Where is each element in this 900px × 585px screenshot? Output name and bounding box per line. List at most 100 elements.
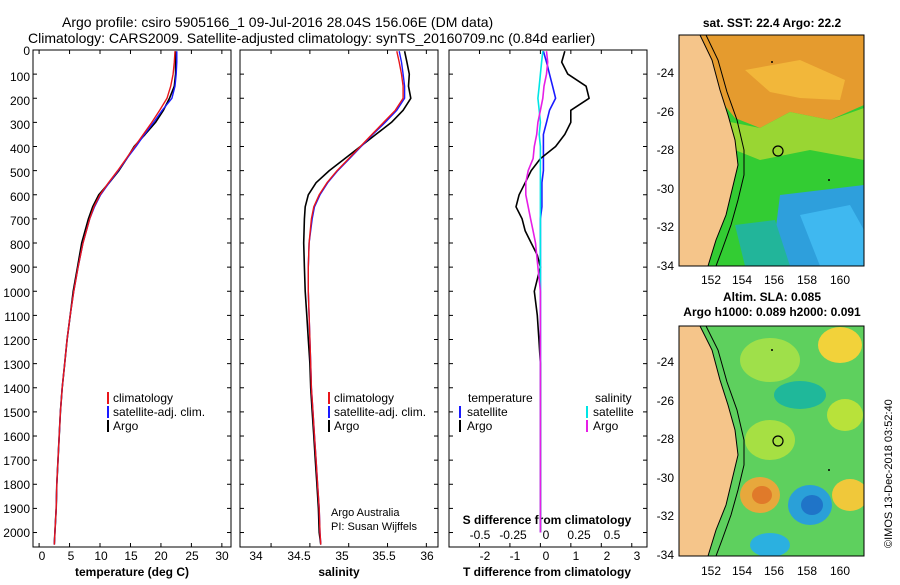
x-tick-label: 0 [39,549,46,563]
x-tick-label: 25 [185,549,199,563]
depth-tick-label: 700 [10,214,30,228]
lon-tick-label: 158 [797,273,817,287]
legend-label: Argo [113,419,139,433]
sla-lon-ticks: 152 154 156 158 160 [701,564,850,578]
x-tick-label: 30 [215,549,229,563]
depth-tick-label: 400 [10,142,30,156]
legend-swatch-climatology [328,392,330,404]
lat-tick-label: -28 [657,143,675,157]
sst-cool-patch [800,205,864,266]
header-line-2: Climatology: CARS2009. Satellite-adjuste… [28,30,595,46]
sst-cool-patch [735,220,790,266]
depth-tick-label: 1200 [3,334,30,348]
island-marker [771,61,773,63]
depth-tick-label: 1400 [3,382,30,396]
legend-label: satellite [467,405,508,419]
lon-tick-label: 160 [830,564,850,578]
lat-tick-label: -28 [657,432,675,446]
imos-stamp: ©IMOS 13-Dec-2018 03:52:40 [883,399,895,548]
s-tick-label: 0 [543,528,550,542]
legend-label: satellite-adj. clim. [334,405,426,419]
argo-location-marker [772,435,784,447]
tick-marks [33,49,647,547]
difference-x-label: T difference from climatology [463,565,631,579]
difference-x-ticks: -2 -1 0 1 2 3 [480,549,641,563]
x-tick-label: 5 [68,549,75,563]
depth-tick-label: 500 [10,166,30,180]
lon-tick-label: 154 [732,273,752,287]
legend-label: climatology [334,391,394,405]
depth-tick-label: 200 [10,94,30,108]
sla-anomaly [750,533,790,556]
sst-shelf-contour [705,35,745,266]
depth-tick-label: 1700 [3,454,30,468]
sla-lat-ticks: -24 -26 -28 -30 -32 -34 [657,355,675,562]
argo-location-marker [772,145,784,157]
difference-series [515,50,590,533]
depth-tick-label: 2000 [3,526,30,540]
lon-tick-label: 156 [764,273,784,287]
x-tick-label: 34 [249,549,263,563]
lat-tick-label: -24 [657,355,675,369]
depth-tick-label: 800 [10,238,30,252]
x-tick-label: 34.5 [287,549,311,563]
temperature-legend: climatology satellite-adj. clim. Argo [107,391,205,433]
salinity-legend: climatology satellite-adj. clim. Argo [328,391,426,433]
depth-tick-label: 0 [23,44,30,58]
sla-land [679,326,739,556]
series-line-s-argo [524,51,549,533]
depth-tick-label: 1600 [3,430,30,444]
x-tick-label: 1 [573,549,580,563]
legend-title-temperature: temperature [468,391,533,405]
x-tick-label: -2 [480,549,491,563]
credit-line-1: Argo Australia [331,507,400,519]
sla-shelf-contour [705,326,745,556]
temperature-axes [32,49,232,548]
lat-tick-label: -24 [657,66,675,80]
legend-swatch-t-satellite [459,406,461,418]
lat-tick-label: -30 [657,182,675,196]
series-line-satellite-adj-clim- [307,51,406,545]
temperature-x-label: temperature (deg C) [75,565,189,579]
lat-tick-label: -34 [657,259,675,273]
depth-tick-label: 100 [10,70,30,84]
series-line-climatology [53,51,176,545]
sst-warm-patch [745,60,845,100]
depth-tick-labels: 0 100 200 300 400 500 600 700 800 900 10… [3,44,30,540]
salinity-axes [239,49,439,548]
lon-tick-label: 154 [732,564,752,578]
legend-swatch-argo [107,420,109,432]
legend-label: satellite [593,405,634,419]
salinity-x-label: salinity [318,565,360,579]
lat-tick-label: -26 [657,105,675,119]
sst-map-title: sat. SST: 22.4 Argo: 22.2 [703,16,842,30]
legend-swatch-argo [328,420,330,432]
sla-anomaly [745,420,795,460]
legend-label: Argo [334,419,360,433]
x-tick-label: 3 [634,549,641,563]
legend-label: Argo [593,419,619,433]
legend-label: climatology [113,391,173,405]
depth-tick-label: 1100 [4,310,30,324]
sla-anomaly [740,338,800,382]
depth-tick-label: 1300 [3,358,30,372]
sla-anomaly [818,327,862,363]
x-tick-label: 35 [335,549,349,563]
depth-tick-label: 300 [10,118,30,132]
legend-swatch-t-argo [459,420,461,432]
sst-lon-ticks: 152 154 156 158 160 [701,273,850,287]
x-tick-label: 35.5 [372,549,396,563]
series-line-climatology [307,51,404,545]
s-difference-label: S difference from climatology [463,513,632,527]
sst-map-frame [678,34,865,267]
island-marker [828,179,830,181]
sst-map [679,35,864,266]
lon-tick-label: 156 [764,564,784,578]
x-tick-label: 2 [604,549,611,563]
depth-tick-label: 600 [10,190,30,204]
salinity-x-ticks: 34 34.5 35 35.5 36 [249,549,434,563]
legend-label: Argo [467,419,493,433]
sla-map [679,326,864,556]
series-line-argo [302,51,412,545]
